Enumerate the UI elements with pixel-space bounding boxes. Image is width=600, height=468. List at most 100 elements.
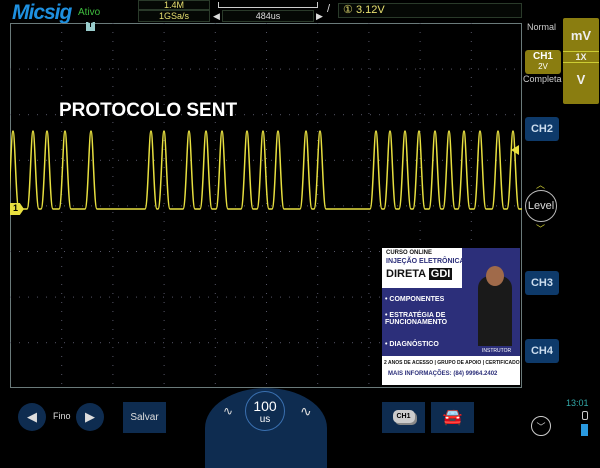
grid-dot: [100, 114, 101, 116]
unit-mv[interactable]: mV: [570, 28, 592, 43]
trigger-level-marker[interactable]: [511, 145, 519, 155]
right-arrow-icon[interactable]: ▶: [316, 11, 323, 21]
grid-dot: [37, 342, 38, 344]
fine-right-button[interactable]: ▶: [76, 403, 104, 431]
grid-dot: [112, 203, 114, 204]
save-button[interactable]: Salvar: [123, 402, 166, 433]
ad-line2: INJEÇÃO ELETRÔNICA: [386, 258, 465, 265]
left-arrow-icon[interactable]: ◀: [213, 11, 220, 21]
grid-dot: [145, 159, 146, 161]
grid-dot: [451, 205, 452, 207]
grid-dot: [419, 167, 421, 168]
grid-dot: [470, 86, 472, 87]
grid-dot: [487, 159, 488, 161]
timebase-increase-icon[interactable]: ∿: [300, 403, 312, 419]
unit-v[interactable]: V: [576, 72, 586, 87]
channel-stack-button[interactable]: CH1: [382, 402, 425, 433]
channel-1-marker[interactable]: 1: [10, 203, 24, 215]
grid-dot: [172, 68, 173, 70]
level-knob[interactable]: Level: [525, 190, 557, 222]
grid-dot: [136, 68, 137, 70]
grid-dot: [145, 296, 146, 298]
grid-dot: [154, 159, 155, 161]
fine-left-button[interactable]: ◀: [18, 403, 46, 431]
grid-dot: [334, 159, 335, 161]
grid-dot: [368, 95, 370, 96]
unit-selector[interactable]: mV 1X V: [563, 18, 599, 104]
ch2-button[interactable]: CH2: [525, 117, 559, 141]
memory-position-bar[interactable]: [218, 2, 318, 8]
grid-dot: [217, 296, 218, 298]
grid-dot: [368, 293, 370, 294]
grid-dot: [280, 251, 281, 252]
grid-dot: [424, 68, 425, 70]
grid-dot: [266, 149, 267, 150]
grid-dot: [199, 296, 200, 298]
grid-dot: [307, 296, 308, 298]
grid-dot: [235, 296, 236, 298]
grid-dot: [505, 68, 506, 70]
grid-dot: [343, 68, 344, 70]
grid-dot: [82, 68, 83, 70]
ch4-button[interactable]: CH4: [525, 339, 559, 363]
probe-ratio[interactable]: 1X: [563, 51, 599, 63]
ch3-button[interactable]: CH3: [525, 271, 559, 295]
grid-dot: [470, 194, 472, 195]
grid-dot: [112, 158, 114, 159]
grid-dot: [46, 342, 47, 344]
grid-dot: [226, 251, 227, 252]
grid-dot: [317, 212, 319, 213]
brand-logo: Micsig: [12, 1, 72, 24]
grid-dot: [100, 251, 101, 252]
timebase-decrease-icon[interactable]: ∿: [223, 404, 234, 418]
grid-dot: [127, 159, 128, 161]
grid-dot: [317, 257, 319, 258]
grid-dot: [442, 159, 443, 161]
grid-dot: [112, 185, 114, 186]
grid-dot: [214, 77, 216, 78]
grid-dot: [214, 365, 216, 366]
sample-rate[interactable]: 1GSa/s: [138, 10, 210, 22]
expand-menu-icon[interactable]: ﹀: [531, 416, 551, 436]
grid-dot: [370, 296, 371, 298]
grid-dot: [470, 59, 472, 60]
grid-dot: [419, 131, 421, 132]
grid-dot: [266, 302, 267, 303]
grid-dot: [214, 239, 216, 240]
grid-dot: [470, 203, 472, 204]
grid-dot: [266, 383, 267, 384]
grid-dot: [262, 205, 263, 207]
time-offset[interactable]: 484us: [222, 10, 314, 22]
ch1-button[interactable]: CH1 2V: [525, 50, 561, 74]
run-status[interactable]: Ativo: [78, 7, 101, 18]
grid-dot: [112, 230, 114, 231]
grid-dot: [368, 185, 370, 186]
level-up-icon[interactable]: ︿: [536, 180, 546, 190]
grid-dot: [82, 205, 83, 207]
grid-dot: [280, 68, 281, 70]
memory-depth[interactable]: 1.4M: [138, 0, 210, 10]
grid-dot: [214, 203, 216, 204]
grid-dot: [280, 296, 281, 298]
grid-dot: [289, 205, 290, 207]
grid-dot: [55, 296, 56, 298]
grid-dot: [266, 41, 267, 42]
grid-dot: [61, 293, 63, 294]
level-down-icon[interactable]: ﹀: [536, 224, 546, 234]
grid-dot: [317, 365, 319, 366]
trigger-mode[interactable]: Normal: [527, 22, 557, 32]
trigger-info[interactable]: ① 3.12V: [338, 3, 522, 18]
trigger-position-marker[interactable]: T: [86, 22, 95, 31]
automotive-button[interactable]: 🚘: [431, 402, 474, 433]
grid-dot: [253, 296, 254, 298]
grid-dot: [419, 95, 421, 96]
grid-dot: [61, 86, 63, 87]
grid-dot: [61, 50, 63, 51]
grid-dot: [73, 159, 74, 161]
grid-dot: [154, 205, 155, 207]
grid-dot: [368, 203, 370, 204]
grid-dot: [73, 114, 74, 116]
grid-dot: [368, 158, 370, 159]
grid-dot: [266, 212, 267, 213]
timebase-control[interactable]: ∿ 100 us ∿: [205, 388, 327, 468]
